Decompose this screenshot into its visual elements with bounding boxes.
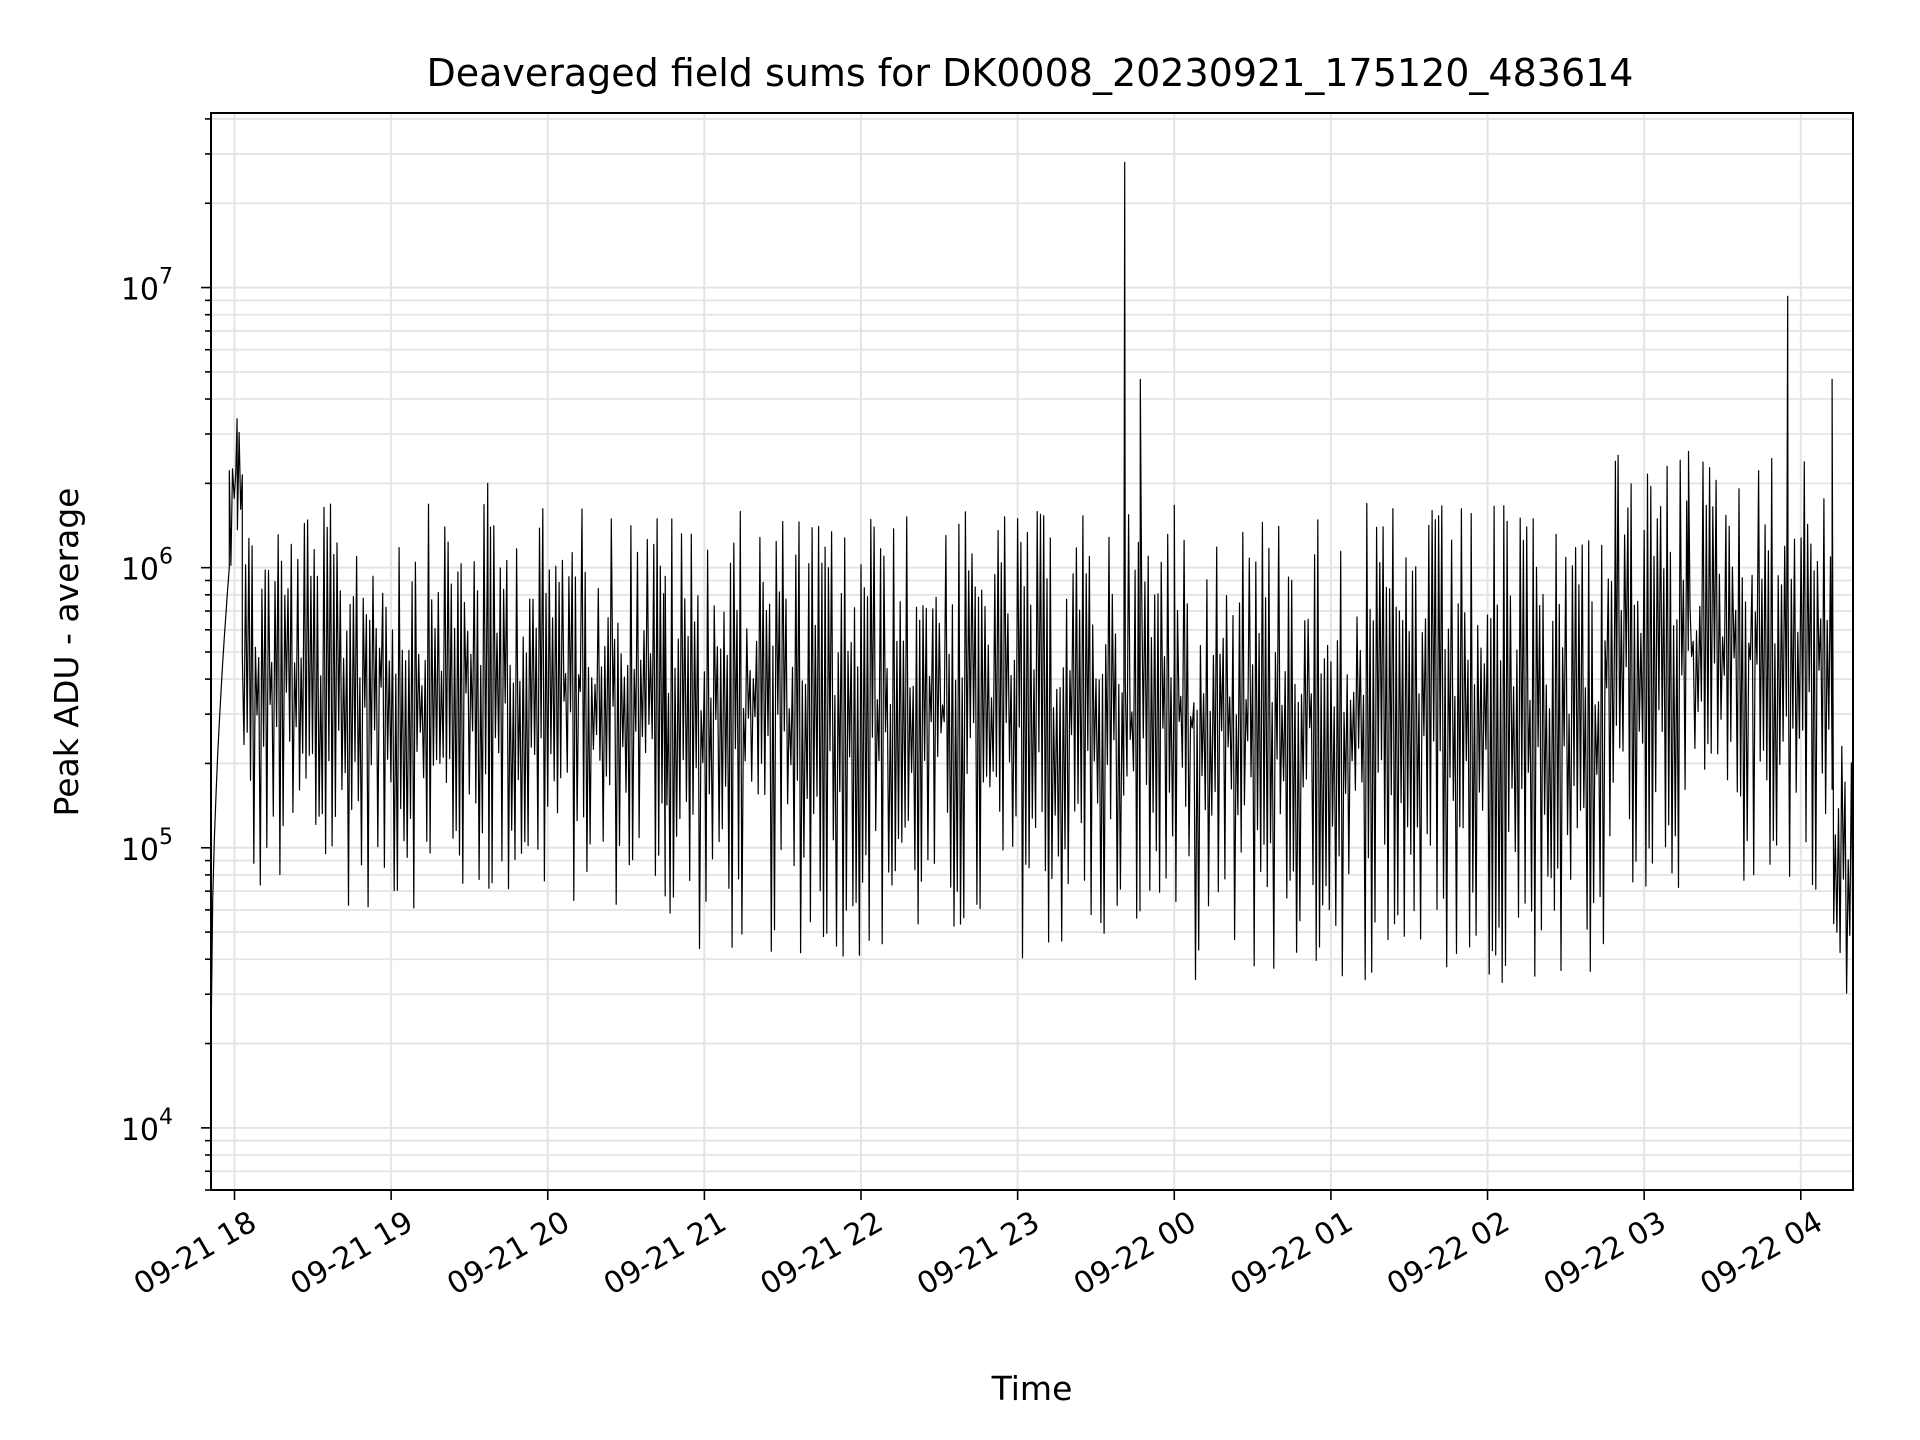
- x-axis-label: Time: [991, 1369, 1073, 1408]
- plot-area: [210, 112, 1854, 1191]
- y-tick-label: 106: [121, 545, 173, 588]
- series-line: [210, 161, 1854, 1044]
- y-tick-label: 104: [121, 1105, 173, 1148]
- y-tick-label: 105: [121, 825, 173, 868]
- y-axis: 104 105 106 107: [121, 118, 211, 1191]
- y-axis-label: Peak ADU - average: [47, 488, 86, 817]
- series-path: [210, 161, 1854, 1044]
- y-tick-label: 107: [121, 265, 173, 308]
- chart-title: Deaveraged field sums for DK0008_2023092…: [426, 51, 1633, 95]
